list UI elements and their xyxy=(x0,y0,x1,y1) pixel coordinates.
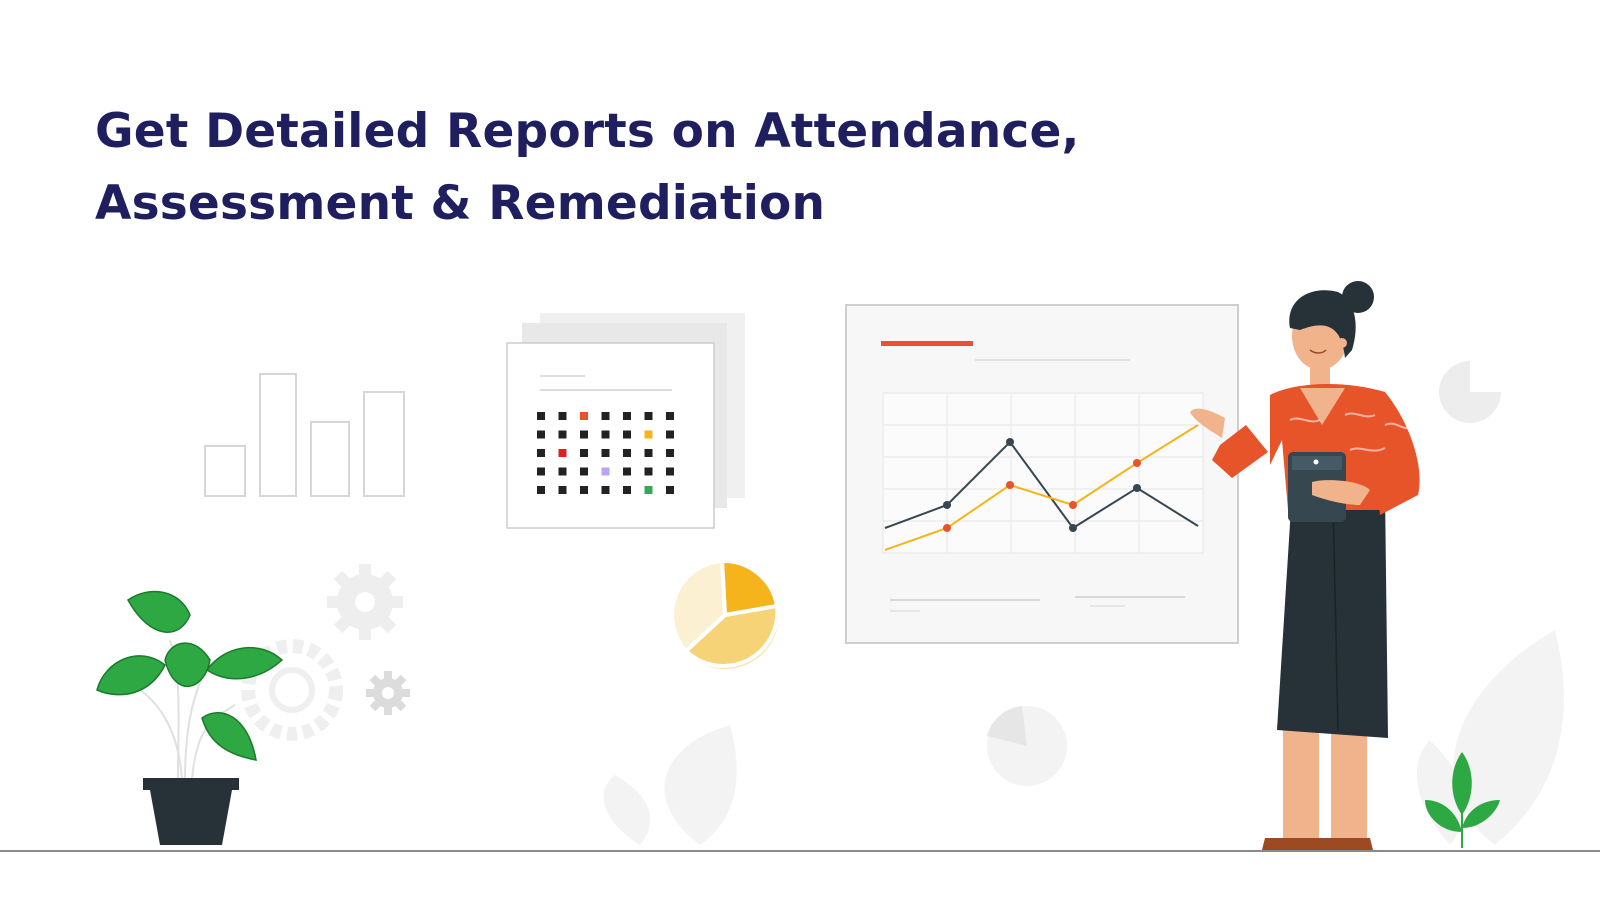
plant-icon xyxy=(1425,752,1500,848)
calendar-dot xyxy=(623,412,631,420)
calendar-dot xyxy=(644,412,653,420)
presenter-figure xyxy=(1190,281,1420,850)
calendar-dot xyxy=(537,412,545,420)
headline-line-2: Assessment & Remediation xyxy=(95,176,826,231)
calendar-dot xyxy=(644,430,653,439)
calendar-dot xyxy=(580,467,588,476)
calendar-dot xyxy=(601,412,610,420)
presentation-board xyxy=(845,304,1239,644)
calendar-dot xyxy=(644,449,653,457)
potted-plant-icon xyxy=(96,590,284,845)
pie-chart-graphic xyxy=(987,361,1501,786)
calendar-dot xyxy=(666,449,674,457)
calendar-dot xyxy=(666,486,674,494)
calendar-dot xyxy=(558,449,567,457)
calendar-dot xyxy=(623,449,631,457)
calendar-dot xyxy=(644,467,653,476)
calendar-card xyxy=(506,313,745,529)
calendar-dot-grid xyxy=(537,412,674,494)
gear-icon xyxy=(241,639,343,741)
calendar-dot xyxy=(558,430,567,439)
calendar-dot xyxy=(537,449,545,457)
calendar-dot xyxy=(580,412,588,420)
calendar-dot xyxy=(537,430,545,439)
gear-icon xyxy=(327,564,403,640)
calendar-dot xyxy=(666,430,674,439)
calendar-dot xyxy=(537,467,545,476)
calendar-dot xyxy=(580,486,588,494)
calendar-dot xyxy=(666,412,674,420)
pie-chart-graphic xyxy=(670,558,780,669)
calendar-dot xyxy=(644,486,653,494)
calendar-dot xyxy=(537,486,545,494)
gear-icon xyxy=(366,671,410,715)
calendar-dot xyxy=(558,412,567,420)
calendar-dot xyxy=(601,430,610,439)
calendar-dot xyxy=(623,430,631,439)
headline-line-1: Get Detailed Reports on Attendance, xyxy=(95,104,1080,159)
calendar-dot xyxy=(623,467,631,476)
calendar-dot xyxy=(623,486,631,494)
calendar-dot xyxy=(580,430,588,439)
calendar-dot xyxy=(558,467,567,476)
calendar-dot xyxy=(601,449,610,457)
bar-chart-graphic xyxy=(204,373,405,497)
calendar-dot xyxy=(666,467,674,476)
calendar-dot xyxy=(601,467,610,476)
calendar-dot xyxy=(601,486,610,494)
page-title: Get Detailed Reports on Attendance, Asse… xyxy=(95,96,1080,240)
calendar-dot xyxy=(580,449,588,457)
calendar-dot xyxy=(558,486,567,494)
